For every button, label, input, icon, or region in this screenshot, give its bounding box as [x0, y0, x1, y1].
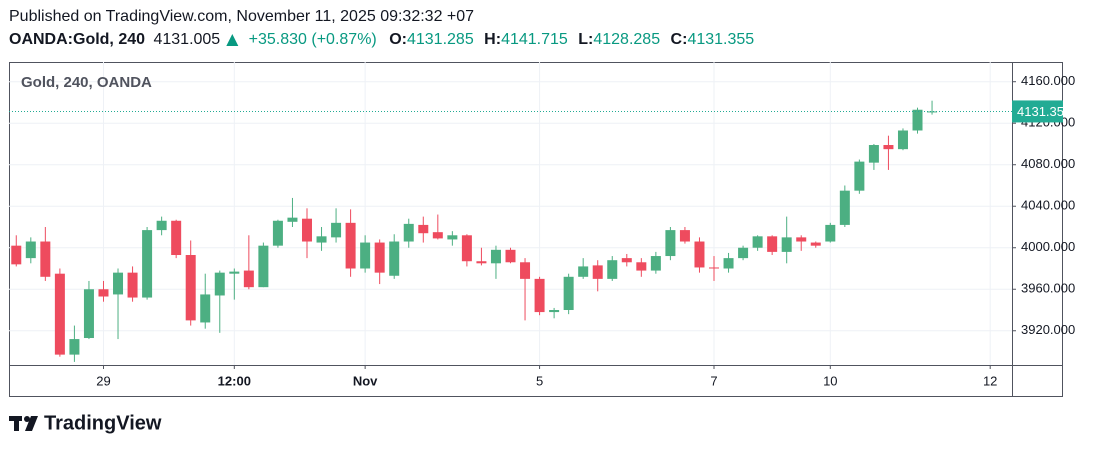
close-label: C:: [671, 31, 688, 48]
x-tick-label: 29: [96, 373, 110, 388]
candle-body: [825, 224, 836, 242]
candle-body: [796, 237, 807, 242]
candle-body: [738, 247, 749, 259]
close-value: 4131.355: [687, 31, 754, 48]
candle-body: [650, 256, 661, 271]
open-value: 4131.285: [407, 31, 474, 48]
x-tick-label: 12:00: [218, 373, 251, 388]
symbol: OANDA:Gold, 240: [9, 31, 145, 48]
candle-body: [287, 217, 298, 222]
candle-body: [709, 267, 720, 269]
candle-body: [621, 258, 632, 263]
footer-logo: TradingView: [44, 412, 162, 434]
candle-body: [403, 223, 414, 242]
candle-body: [679, 230, 690, 242]
candle-body: [25, 241, 36, 259]
x-tick-label: 7: [710, 373, 717, 388]
candle-body: [113, 272, 124, 295]
candle-body: [752, 236, 763, 248]
candle-body: [912, 109, 923, 131]
high-value: 4141.715: [501, 31, 568, 48]
y-tick-label: 4160.000: [1021, 73, 1075, 88]
candle-body: [592, 265, 603, 279]
candle-body: [636, 262, 647, 271]
candle-body: [258, 245, 269, 288]
candle-body: [563, 276, 574, 311]
x-tick-label: 10: [823, 373, 837, 388]
up-arrow: [226, 34, 239, 46]
x-tick-label: Nov: [353, 373, 378, 388]
y-tick-label: 4040.000: [1021, 198, 1075, 213]
candle-body: [127, 272, 138, 298]
price: 4131.005: [153, 31, 220, 48]
y-tick-label: 4000.000: [1021, 239, 1075, 254]
candle-body: [607, 260, 618, 279]
candle-body: [578, 266, 589, 277]
candle-body: [854, 161, 865, 191]
quote-line: OANDA:Gold, 240 4131.005 +35.830 (+0.87%…: [9, 31, 754, 48]
open-label: O:: [389, 31, 407, 48]
x-tick-label: 12: [983, 373, 997, 388]
candle-body: [83, 289, 94, 339]
candle-body: [432, 232, 443, 239]
candle-body: [142, 230, 153, 298]
x-tick-label: 5: [536, 373, 543, 388]
last-price-label: 4131.355: [1017, 104, 1071, 119]
candle-body: [171, 220, 182, 256]
candle-body: [229, 271, 240, 274]
candle-body: [360, 242, 371, 269]
candle-body: [810, 242, 821, 246]
candle-body: [69, 339, 80, 355]
y-tick-label: 4080.000: [1021, 156, 1075, 171]
change: +35.830 (+0.87%): [249, 31, 377, 48]
candle-body: [389, 241, 400, 276]
candle-body: [200, 294, 211, 323]
candle-body: [447, 235, 458, 240]
candle-body: [534, 278, 545, 313]
candle-body: [549, 310, 560, 313]
candle-body: [40, 241, 51, 277]
candle-body: [316, 236, 327, 243]
candle-body: [11, 245, 22, 265]
candle-body: [723, 258, 734, 269]
low-label: L:: [578, 31, 593, 48]
candle-body: [185, 255, 196, 321]
candle-body: [98, 289, 109, 297]
candle-body: [694, 241, 705, 268]
candle-body: [374, 242, 385, 273]
candle-body: [665, 230, 676, 257]
candle-body: [490, 249, 501, 264]
candle-body: [156, 220, 167, 231]
chart-frame: [9, 62, 1063, 397]
high-label: H:: [484, 31, 501, 48]
candle-body: [476, 261, 487, 264]
candle-body: [927, 111, 938, 113]
candle-body: [505, 249, 516, 263]
candle-body: [897, 130, 908, 150]
y-tick-label: 3960.000: [1021, 281, 1075, 296]
low-value: 4128.285: [593, 31, 660, 48]
candle-body: [272, 220, 283, 246]
candle-body: [781, 237, 792, 252]
candle-body: [214, 272, 225, 296]
chart-legend: Gold, 240, OANDA: [21, 74, 152, 91]
candle-body: [243, 270, 254, 288]
candle-body: [54, 273, 65, 355]
candle-body: [883, 145, 894, 150]
candle-body: [767, 236, 778, 252]
candle-body: [345, 222, 356, 269]
y-tick-label: 3920.000: [1021, 322, 1075, 337]
tv-logo-icon: [9, 416, 38, 431]
candle-body: [839, 190, 850, 225]
candle-body: [520, 262, 531, 279]
candle-body: [301, 218, 312, 242]
candle-body: [418, 224, 429, 234]
candle-body: [331, 222, 342, 238]
last-price-box: [1012, 100, 1063, 123]
candle-body: [461, 235, 472, 262]
published-line: Published on TradingView.com, November 1…: [9, 8, 474, 25]
candle-body: [868, 145, 879, 163]
